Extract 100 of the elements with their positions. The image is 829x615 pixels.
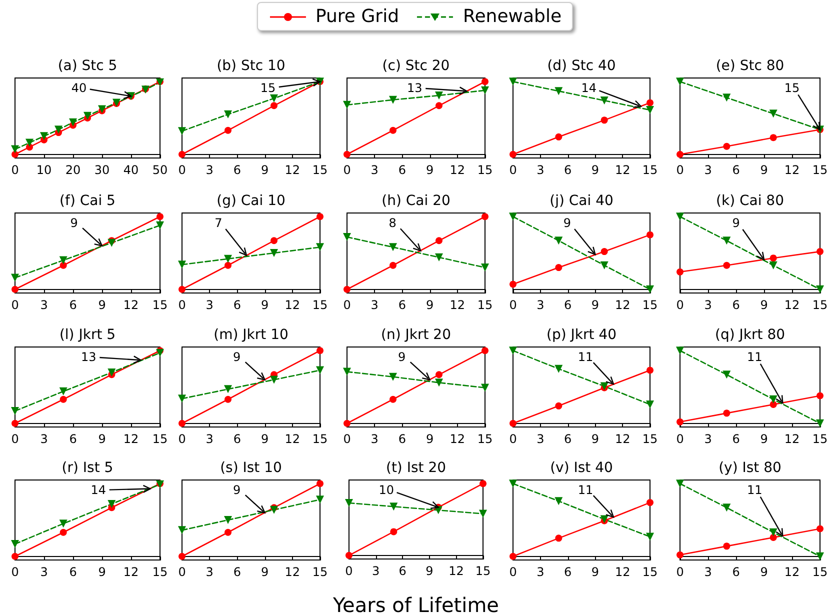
point [178, 150, 186, 158]
x-tick-label: 6 [233, 432, 242, 446]
point [555, 534, 562, 542]
x-tick-label: 9 [98, 432, 106, 446]
x-tick-label: 12 [450, 432, 466, 446]
point [343, 368, 351, 376]
x-tick-label: 15 [312, 432, 328, 446]
point [224, 262, 232, 269]
point [156, 221, 164, 230]
x-tick-label: 9 [591, 163, 600, 177]
point [646, 285, 654, 294]
point [769, 110, 778, 118]
point [555, 133, 562, 140]
point [224, 396, 232, 403]
point [390, 396, 396, 403]
x-tick-label: 3 [536, 565, 544, 579]
x-tick-label: 10 [36, 163, 52, 177]
x-tick-label: 3 [206, 432, 214, 446]
x-tick-label: 9 [260, 565, 269, 579]
x-tick-label: 6 [732, 565, 740, 579]
point [435, 253, 443, 262]
x-tick-label: 3 [206, 565, 214, 579]
x-tick-label: 15 [812, 565, 828, 579]
point [770, 400, 777, 408]
annotation: 11 [578, 350, 594, 364]
x-tick-label: 3 [370, 432, 378, 446]
point [60, 528, 67, 536]
x-tick-label: 12 [448, 564, 464, 578]
point [481, 86, 489, 94]
x-tick-label: 12 [614, 432, 630, 446]
point [723, 410, 730, 417]
x-tick-label: 9 [760, 298, 768, 312]
x-tick-label: 3 [40, 298, 48, 312]
point [12, 286, 18, 293]
point [676, 212, 684, 221]
point [816, 392, 824, 400]
point [646, 400, 654, 408]
x-tick-label: 6 [233, 298, 242, 312]
point [84, 112, 92, 120]
x-tick-label: 9 [591, 432, 600, 446]
point [600, 116, 608, 124]
x-tick-label: 6 [564, 163, 572, 177]
point [816, 525, 824, 532]
point [59, 387, 68, 396]
x-tick-label: 15 [477, 163, 493, 177]
annotation: 15 [260, 81, 276, 95]
point [481, 264, 489, 272]
point [816, 285, 824, 294]
annotation: 9 [398, 350, 406, 364]
annotation: 14 [581, 81, 597, 95]
annotation: 9 [232, 350, 241, 364]
point [390, 502, 398, 511]
point [11, 145, 19, 154]
chart-title: (m) Jkrt 10 [214, 327, 288, 343]
point [436, 237, 442, 244]
annotation: 9 [732, 216, 740, 230]
point [722, 504, 731, 512]
x-tick-label: 15 [642, 565, 658, 579]
point [769, 395, 778, 404]
x-tick-label: 6 [69, 298, 77, 312]
x-tick-label: 9 [591, 298, 600, 312]
point [646, 99, 654, 106]
x-tick-label: 12 [284, 432, 300, 446]
point [40, 132, 48, 140]
annotation: 14 [90, 483, 106, 497]
point [224, 254, 232, 263]
x-tick-label: 6 [398, 432, 406, 446]
x-tick-label: 3 [372, 564, 380, 578]
point [646, 106, 654, 114]
x-tick-label: 0 [676, 565, 684, 579]
point [770, 534, 777, 541]
x-tick-label: 6 [564, 565, 572, 579]
x-tick-label: 12 [123, 565, 139, 579]
x-tick-label: 6 [69, 565, 77, 579]
point [316, 347, 324, 354]
point [12, 552, 18, 560]
point [178, 526, 186, 534]
x-tick-label: 6 [564, 298, 572, 312]
x-tick-label: 15 [475, 564, 491, 578]
x-tick-label: 15 [477, 432, 493, 446]
x-tick-label: 9 [426, 564, 434, 578]
x-tick-label: 6 [732, 298, 740, 312]
legend-label: Renewable [463, 6, 562, 27]
point [224, 516, 232, 524]
annotation: 15 [784, 81, 800, 95]
x-tick-label: 12 [784, 432, 800, 446]
x-tick-label: 12 [284, 565, 300, 579]
chart-title: (e) Stc 80 [716, 58, 784, 74]
annotation: 9 [70, 216, 78, 230]
x-tick-label: 3 [536, 298, 544, 312]
point [510, 552, 516, 560]
point [108, 500, 116, 508]
chart-title: (a) Stc 5 [58, 58, 118, 74]
chart-title: (k) Cai 80 [716, 193, 784, 209]
point [270, 237, 278, 244]
x-tick-label: 9 [426, 163, 434, 177]
point [435, 378, 443, 387]
point [600, 248, 608, 256]
point [482, 347, 488, 354]
x-tick-label: 0 [11, 298, 19, 312]
